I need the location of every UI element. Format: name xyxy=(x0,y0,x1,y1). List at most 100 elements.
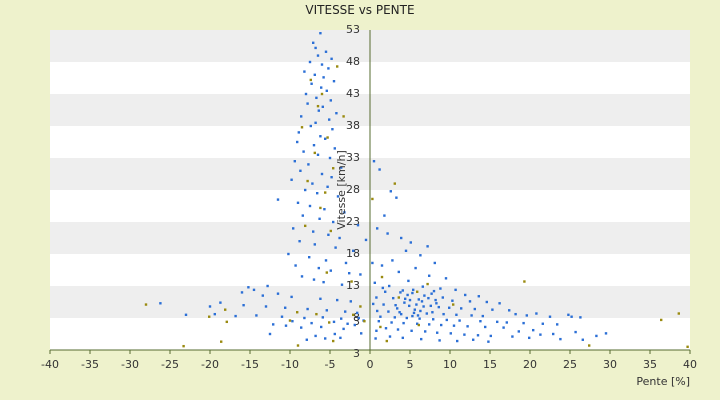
data-point-blue xyxy=(330,57,333,60)
data-point-olive xyxy=(225,320,228,324)
data-point-blue xyxy=(296,201,300,204)
data-point-olive xyxy=(325,271,328,274)
data-point-olive xyxy=(288,319,292,322)
data-point-blue xyxy=(321,316,324,319)
data-point-blue xyxy=(436,331,439,334)
data-point-blue xyxy=(380,264,384,267)
data-point-blue xyxy=(428,323,431,326)
data-point-blue xyxy=(312,230,315,233)
data-point-blue xyxy=(264,305,268,308)
data-point-olive xyxy=(677,312,680,315)
data-point-blue xyxy=(302,150,305,153)
data-point-blue xyxy=(570,315,573,318)
data-point-blue xyxy=(320,172,324,176)
data-point-blue xyxy=(317,266,320,270)
data-point-blue xyxy=(349,300,352,303)
data-point-blue xyxy=(332,80,336,83)
data-point-blue xyxy=(485,300,488,304)
data-point-olive xyxy=(313,151,316,155)
data-point-blue xyxy=(325,309,328,312)
data-point-blue xyxy=(346,322,349,325)
data-point-blue xyxy=(442,312,445,316)
data-point-blue xyxy=(261,294,264,297)
x-tick-label: -20 xyxy=(201,358,219,371)
data-point-blue xyxy=(408,298,412,302)
data-point-blue xyxy=(316,153,320,156)
data-point-blue xyxy=(445,318,448,322)
data-point-olive xyxy=(296,344,300,347)
data-point-blue xyxy=(376,227,379,230)
data-point-blue xyxy=(242,304,245,307)
data-point-blue xyxy=(463,333,466,336)
data-point-blue xyxy=(291,320,294,323)
data-point-blue xyxy=(379,315,382,318)
data-point-blue xyxy=(432,318,435,321)
y-tick-label: 48 xyxy=(346,55,360,68)
data-point-blue xyxy=(272,323,275,326)
data-point-blue xyxy=(389,190,392,193)
data-point-blue xyxy=(336,195,340,198)
data-point-blue xyxy=(473,307,476,311)
data-point-blue xyxy=(333,147,336,150)
data-point-blue xyxy=(425,312,428,315)
data-point-blue xyxy=(364,238,368,242)
data-point-olive xyxy=(144,303,148,306)
data-point-blue xyxy=(325,89,328,92)
x-tick-label: -25 xyxy=(161,358,179,371)
data-point-olive xyxy=(385,339,388,343)
x-tick-label: -15 xyxy=(241,358,259,371)
data-point-olive xyxy=(304,224,307,228)
data-point-blue xyxy=(308,60,312,64)
data-point-blue xyxy=(384,327,388,330)
x-tick-label: 10 xyxy=(443,358,457,371)
data-point-blue xyxy=(458,319,461,322)
data-point-blue xyxy=(539,333,542,336)
data-point-blue xyxy=(296,140,299,144)
data-point-blue xyxy=(403,301,406,304)
y-axis-title: Vitesse [km/h] xyxy=(335,150,348,230)
x-tick-label: -5 xyxy=(325,358,336,371)
data-point-olive xyxy=(319,206,322,210)
data-point-olive xyxy=(315,312,318,316)
x-tick-label: -35 xyxy=(81,358,99,371)
data-point-blue xyxy=(454,288,457,292)
data-point-blue xyxy=(405,316,408,320)
data-point-blue xyxy=(377,320,380,323)
data-point-olive xyxy=(523,280,526,283)
x-tick-label: 30 xyxy=(603,358,617,371)
data-point-blue xyxy=(280,315,284,318)
data-point-blue xyxy=(290,178,293,181)
data-point-blue xyxy=(324,50,328,53)
data-point-blue xyxy=(395,196,398,199)
data-point-olive xyxy=(588,344,591,347)
data-point-blue xyxy=(552,332,555,336)
data-point-olive xyxy=(363,320,366,323)
data-point-blue xyxy=(299,169,302,172)
data-point-blue xyxy=(387,310,390,313)
data-point-blue xyxy=(420,337,423,341)
data-point-blue xyxy=(312,41,315,44)
data-point-blue xyxy=(305,338,308,341)
data-point-olive xyxy=(316,104,320,108)
data-point-blue xyxy=(456,339,459,343)
data-point-olive xyxy=(397,296,400,299)
data-point-blue xyxy=(413,308,416,311)
data-point-blue xyxy=(159,302,162,305)
data-point-olive xyxy=(332,339,335,343)
data-point-blue xyxy=(435,302,438,305)
data-point-blue xyxy=(567,313,570,316)
x-tick-label: 15 xyxy=(483,358,497,371)
data-point-blue xyxy=(316,192,319,195)
y-tick-label: 3 xyxy=(353,315,360,328)
data-point-blue xyxy=(266,284,269,288)
data-point-blue xyxy=(320,63,324,66)
data-point-olive xyxy=(220,340,223,343)
data-point-blue xyxy=(356,224,360,227)
data-point-blue xyxy=(434,298,437,302)
data-point-blue xyxy=(342,327,345,331)
data-point-olive xyxy=(306,179,309,183)
data-point-blue xyxy=(357,316,360,320)
data-point-blue xyxy=(535,312,538,315)
data-point-blue xyxy=(310,321,313,325)
data-point-blue xyxy=(407,279,410,283)
